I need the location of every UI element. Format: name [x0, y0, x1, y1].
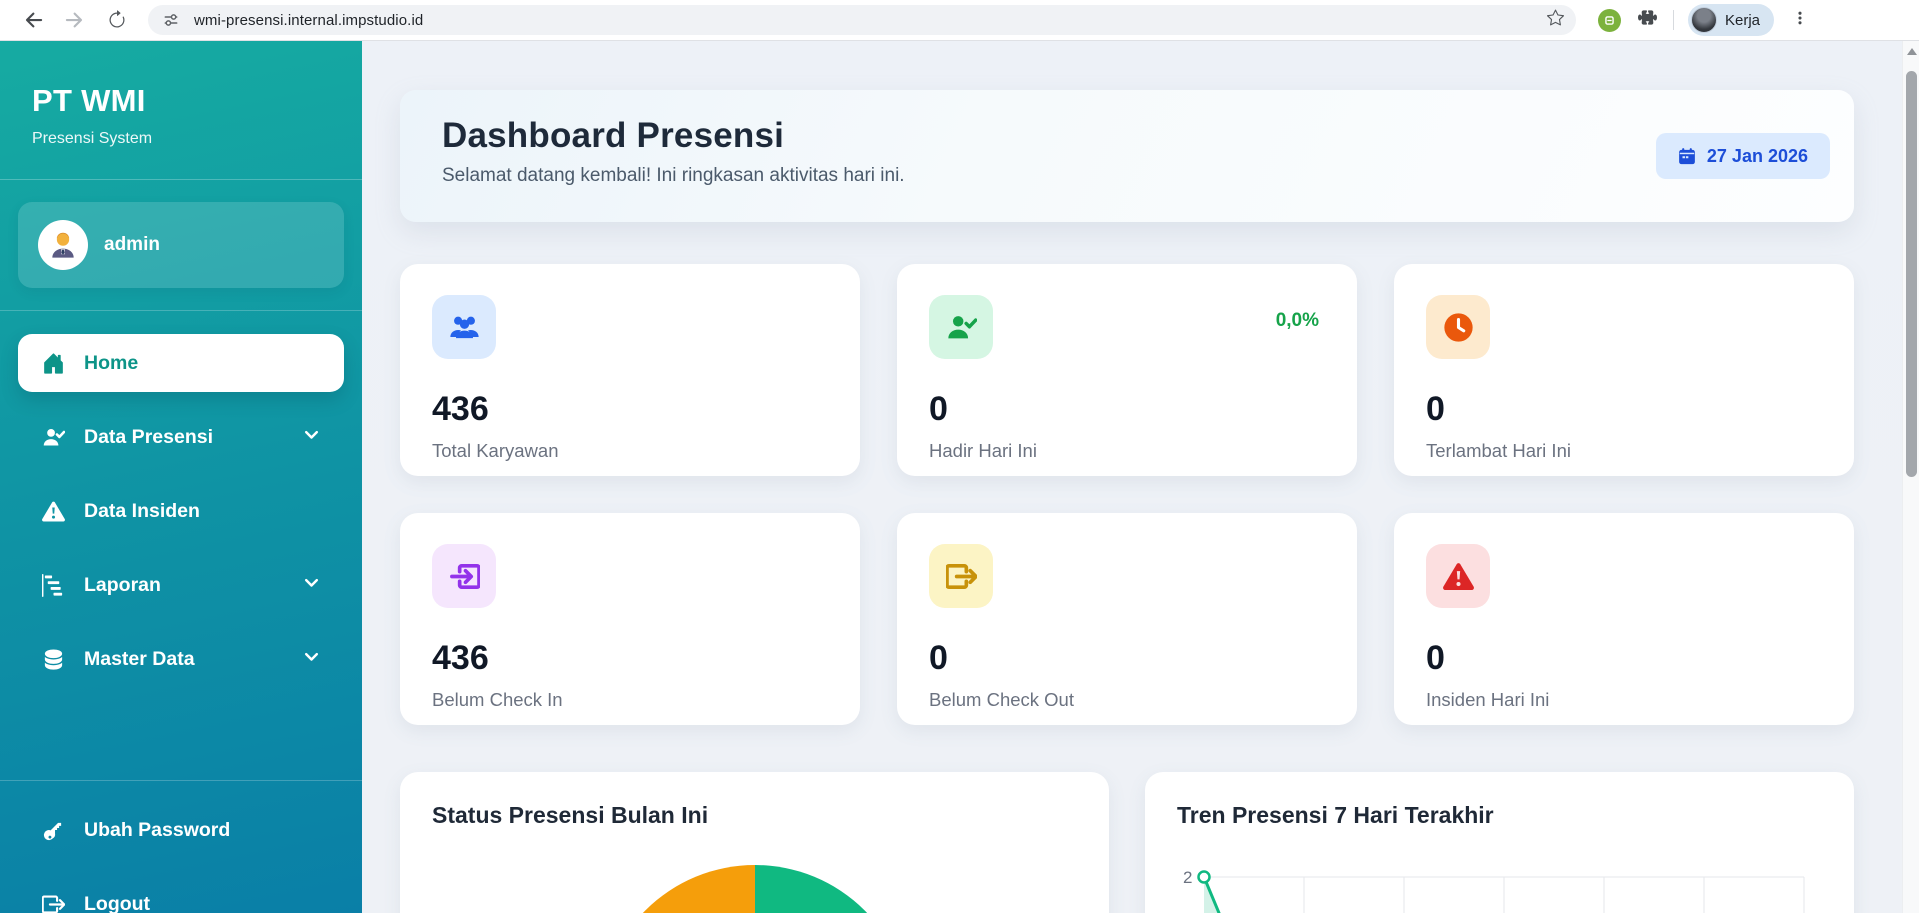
stat-card-belum-check-in: 436 Belum Check In — [400, 513, 860, 725]
avatar — [38, 220, 88, 270]
sign-out-icon — [929, 544, 993, 608]
date-badge: 27 Jan 2026 — [1655, 133, 1830, 179]
brand-subtitle: Presensi System — [32, 130, 153, 147]
person-check-icon — [929, 295, 993, 359]
extensions-icon[interactable] — [1638, 8, 1657, 32]
sidebar-item-laporan[interactable]: Laporan — [18, 556, 344, 614]
stat-card-insiden-hari-ini: 0 Insiden Hari Ini — [1394, 513, 1854, 725]
stat-card-terlambat-hari-ini: 0 Terlambat Hari Ini — [1394, 264, 1854, 476]
stat-value: 436 — [432, 639, 489, 677]
url-text[interactable]: wmi-presensi.internal.impstudio.id — [194, 11, 424, 29]
user-card: admin — [18, 202, 344, 288]
home-icon — [44, 352, 63, 374]
stat-value: 436 — [432, 390, 489, 428]
sidebar: PT WMI Presensi System admin Home Data P… — [0, 41, 362, 913]
stat-percent-badge: 0,0% — [1275, 310, 1319, 331]
status-pie — [599, 865, 910, 913]
browser-toolbar: wmi-presensi.internal.impstudio.id Kerja — [0, 0, 1919, 41]
stat-value: 0 — [929, 390, 948, 428]
chevron-down-icon — [303, 426, 320, 449]
sidebar-divider — [0, 179, 362, 180]
logout-icon — [42, 895, 65, 913]
warning-triangle-icon — [42, 501, 65, 522]
chevron-down-icon — [303, 574, 320, 597]
stat-label: Belum Check In — [432, 689, 563, 710]
stat-card-hadir-hari-ini: 0,0% 0 Hadir Hari Ini — [897, 264, 1357, 476]
welcome-card: Dashboard Presensi Selamat datang kembal… — [400, 90, 1854, 222]
address-bar[interactable]: wmi-presensi.internal.impstudio.id — [148, 5, 1576, 35]
user-name: admin — [104, 234, 160, 255]
person-check-icon — [43, 428, 65, 446]
chevron-down-icon — [303, 648, 320, 671]
line-chart-card: Tren Presensi 7 Hari Terakhir 2 — [1145, 772, 1854, 913]
sidebar-menu: Home Data Presensi Data Insiden Laporan … — [0, 334, 362, 688]
sidebar-item-ubah-password[interactable]: Ubah Password — [18, 801, 344, 859]
clock-icon — [1426, 295, 1490, 359]
sidebar-item-logout[interactable]: Logout — [18, 875, 344, 913]
page-scrollbar[interactable] — [1902, 41, 1919, 913]
sidebar-item-home[interactable]: Home — [18, 334, 344, 392]
stat-label: Total Karyawan — [432, 440, 559, 461]
date-badge-label: 27 Jan 2026 — [1706, 145, 1808, 166]
pie-chart-card: Status Presensi Bulan Ini — [400, 772, 1109, 913]
stat-label: Hadir Hari Ini — [929, 440, 1037, 461]
toolbar-separator — [1673, 10, 1674, 30]
sidebar-item-label: Data Presensi — [84, 425, 213, 448]
sidebar-item-label: Laporan — [84, 573, 161, 596]
key-icon — [43, 822, 62, 840]
translate-extension-icon[interactable] — [1598, 8, 1621, 32]
page-subtitle: Selamat datang kembali! Ini ringkasan ak… — [442, 165, 905, 186]
sign-in-icon — [432, 544, 496, 608]
sidebar-item-data-insiden[interactable]: Data Insiden — [18, 482, 344, 540]
alert-triangle-icon — [1426, 544, 1490, 608]
sidebar-item-master-data[interactable]: Master Data — [18, 630, 344, 688]
scrollbar-thumb[interactable] — [1906, 71, 1917, 477]
bookmark-star-icon[interactable] — [1547, 9, 1565, 31]
calendar-icon — [1679, 148, 1695, 165]
brand-title: PT WMI — [32, 83, 146, 118]
brand: PT WMI Presensi System — [0, 41, 362, 148]
stat-value: 0 — [929, 639, 948, 677]
y-axis-tick: 2 — [1183, 868, 1192, 887]
trend-line-chart: 2 — [1177, 849, 1822, 913]
profile-chip[interactable]: Kerja — [1688, 4, 1775, 36]
stat-label: Insiden Hari Ini — [1426, 689, 1550, 710]
line-area-fill — [1204, 877, 1219, 913]
database-icon — [44, 648, 63, 670]
page-title: Dashboard Presensi — [442, 116, 785, 155]
browser-menu-icon[interactable] — [1792, 10, 1808, 31]
stats-grid: 436 Total Karyawan 0,0% 0 Hadir Hari Ini… — [400, 264, 1854, 725]
stat-card-total-karyawan: 436 Total Karyawan — [400, 264, 860, 476]
charts-row: Status Presensi Bulan Ini Tren Presensi … — [400, 772, 1854, 913]
sidebar-item-label: Data Insiden — [84, 499, 200, 522]
main-content: Dashboard Presensi Selamat datang kembal… — [362, 41, 1902, 913]
profile-name: Kerja — [1725, 11, 1761, 29]
sidebar-footer: Ubah Password Logout — [0, 780, 362, 913]
reload-icon[interactable] — [100, 3, 134, 37]
data-point-marker — [1197, 870, 1211, 884]
line-chart-title: Tren Presensi 7 Hari Terakhir — [1177, 802, 1494, 828]
stat-card-belum-check-out: 0 Belum Check Out — [897, 513, 1357, 725]
office-worker-emoji-icon — [52, 232, 74, 258]
profile-avatar — [1691, 7, 1717, 33]
forward-icon[interactable] — [58, 3, 92, 37]
sidebar-item-label: Ubah Password — [84, 818, 231, 841]
stat-value: 0 — [1426, 639, 1445, 677]
stat-label: Belum Check Out — [929, 689, 1074, 710]
sidebar-item-label: Home — [84, 351, 139, 374]
stat-label: Terlambat Hari Ini — [1426, 440, 1571, 461]
stat-value: 0 — [1426, 390, 1445, 428]
back-icon[interactable] — [16, 3, 50, 37]
bar-chart-icon — [42, 573, 63, 597]
pie-chart-title: Status Presensi Bulan Ini — [432, 802, 709, 828]
scrollbar-up-arrow[interactable] — [1907, 48, 1917, 55]
sidebar-item-label: Master Data — [84, 647, 195, 670]
sidebar-divider — [0, 310, 362, 311]
users-group-icon — [432, 295, 496, 359]
trend-line — [1202, 875, 1221, 913]
sidebar-item-label: Logout — [84, 892, 151, 913]
site-settings-icon[interactable] — [158, 7, 184, 33]
sidebar-item-data-presensi[interactable]: Data Presensi — [18, 408, 344, 466]
